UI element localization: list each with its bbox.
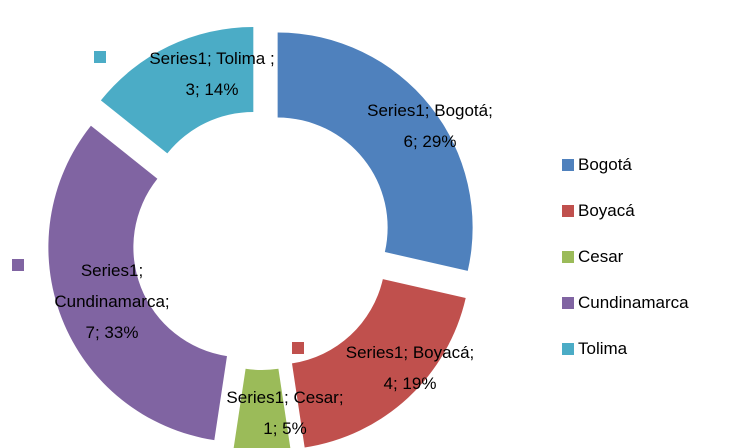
legend-swatch — [562, 205, 574, 217]
legend-label: Cesar — [578, 247, 624, 266]
data-label: Series1; Cesar; 1; 5% — [226, 387, 344, 438]
data-label: Series1; Cundinamarca; 7; 33% — [54, 260, 170, 342]
slice — [291, 279, 466, 448]
legend-swatch — [562, 343, 574, 355]
slice — [277, 32, 473, 271]
legend-label: Tolima — [578, 339, 628, 358]
legend-label: Bogotá — [578, 155, 632, 174]
label-marker — [94, 51, 106, 63]
legend-label: Boyacá — [578, 201, 635, 220]
slice — [48, 125, 227, 441]
legend-swatch — [562, 297, 574, 309]
legend-swatch — [562, 251, 574, 263]
data-label: Series1; Boyacá; 4; 19% — [345, 342, 475, 393]
slice — [100, 26, 254, 154]
legend-swatch — [562, 159, 574, 171]
slice — [233, 368, 291, 448]
legend-label: Cundinamarca — [578, 293, 689, 312]
data-label: Series1; Bogotá; 6; 29% — [367, 100, 493, 151]
label-marker — [292, 342, 304, 354]
data-label: Series1; Tolima ; 3; 14% — [149, 48, 275, 99]
label-marker — [12, 259, 24, 271]
